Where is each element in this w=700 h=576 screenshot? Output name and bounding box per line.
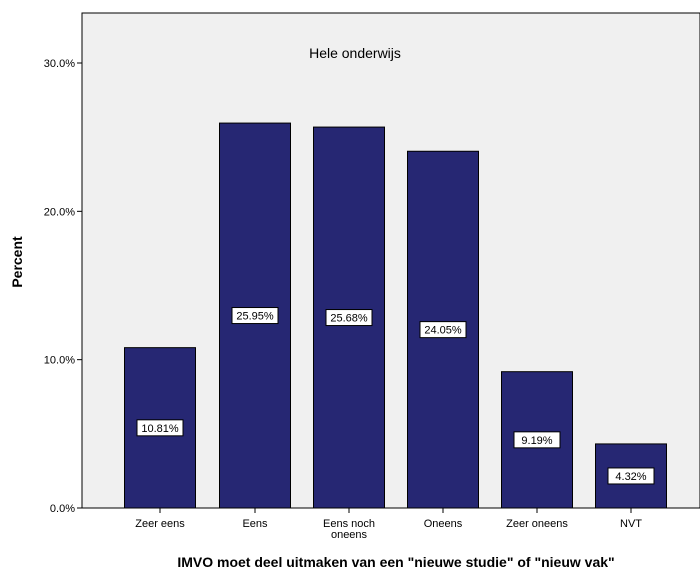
x-tick-label-2: Eens [242,518,268,530]
x-tick-label-5: Zeer oneens [506,518,568,530]
data-label-box-4 [419,321,467,339]
x-tick-label-4: Oneens [424,518,463,530]
x-tick-label-6: NVT [620,518,642,530]
x-tick-label-1: Zeer eens [135,518,185,530]
data-label-1: 10.81% [141,423,179,435]
data-label-2: 25.95% [236,311,274,323]
chart-title: Hele onderwijs [309,45,401,61]
data-label-box-6 [607,467,655,485]
y-tick-label-1: 0.0% [50,503,75,515]
y-tick-label-2: 10.0% [44,355,75,367]
y-tick-label-4: 30.0% [44,58,75,70]
y-tick-label-3: 20.0% [44,206,75,218]
data-label-5: 9.19% [521,435,552,447]
data-label-box-2 [231,307,279,325]
x-tick-label-3-line2: oneens [331,529,368,541]
data-label-box-3 [325,309,373,327]
x-tick-label-3-line1: Eens noch [323,518,375,530]
x-axis-title: IMVO moet deel uitmaken van een "nieuwe … [177,554,614,570]
data-label-4: 24.05% [424,325,462,337]
data-label-box-5 [513,431,561,449]
data-label-6: 4.32% [615,471,646,483]
bars-group: 10.81% 25.95% 25.68% 24.05% 9.19% 4.32% [124,122,667,509]
data-label-3: 25.68% [330,313,368,325]
y-axis-title: Percent [9,236,25,288]
data-label-box-1 [136,419,184,437]
